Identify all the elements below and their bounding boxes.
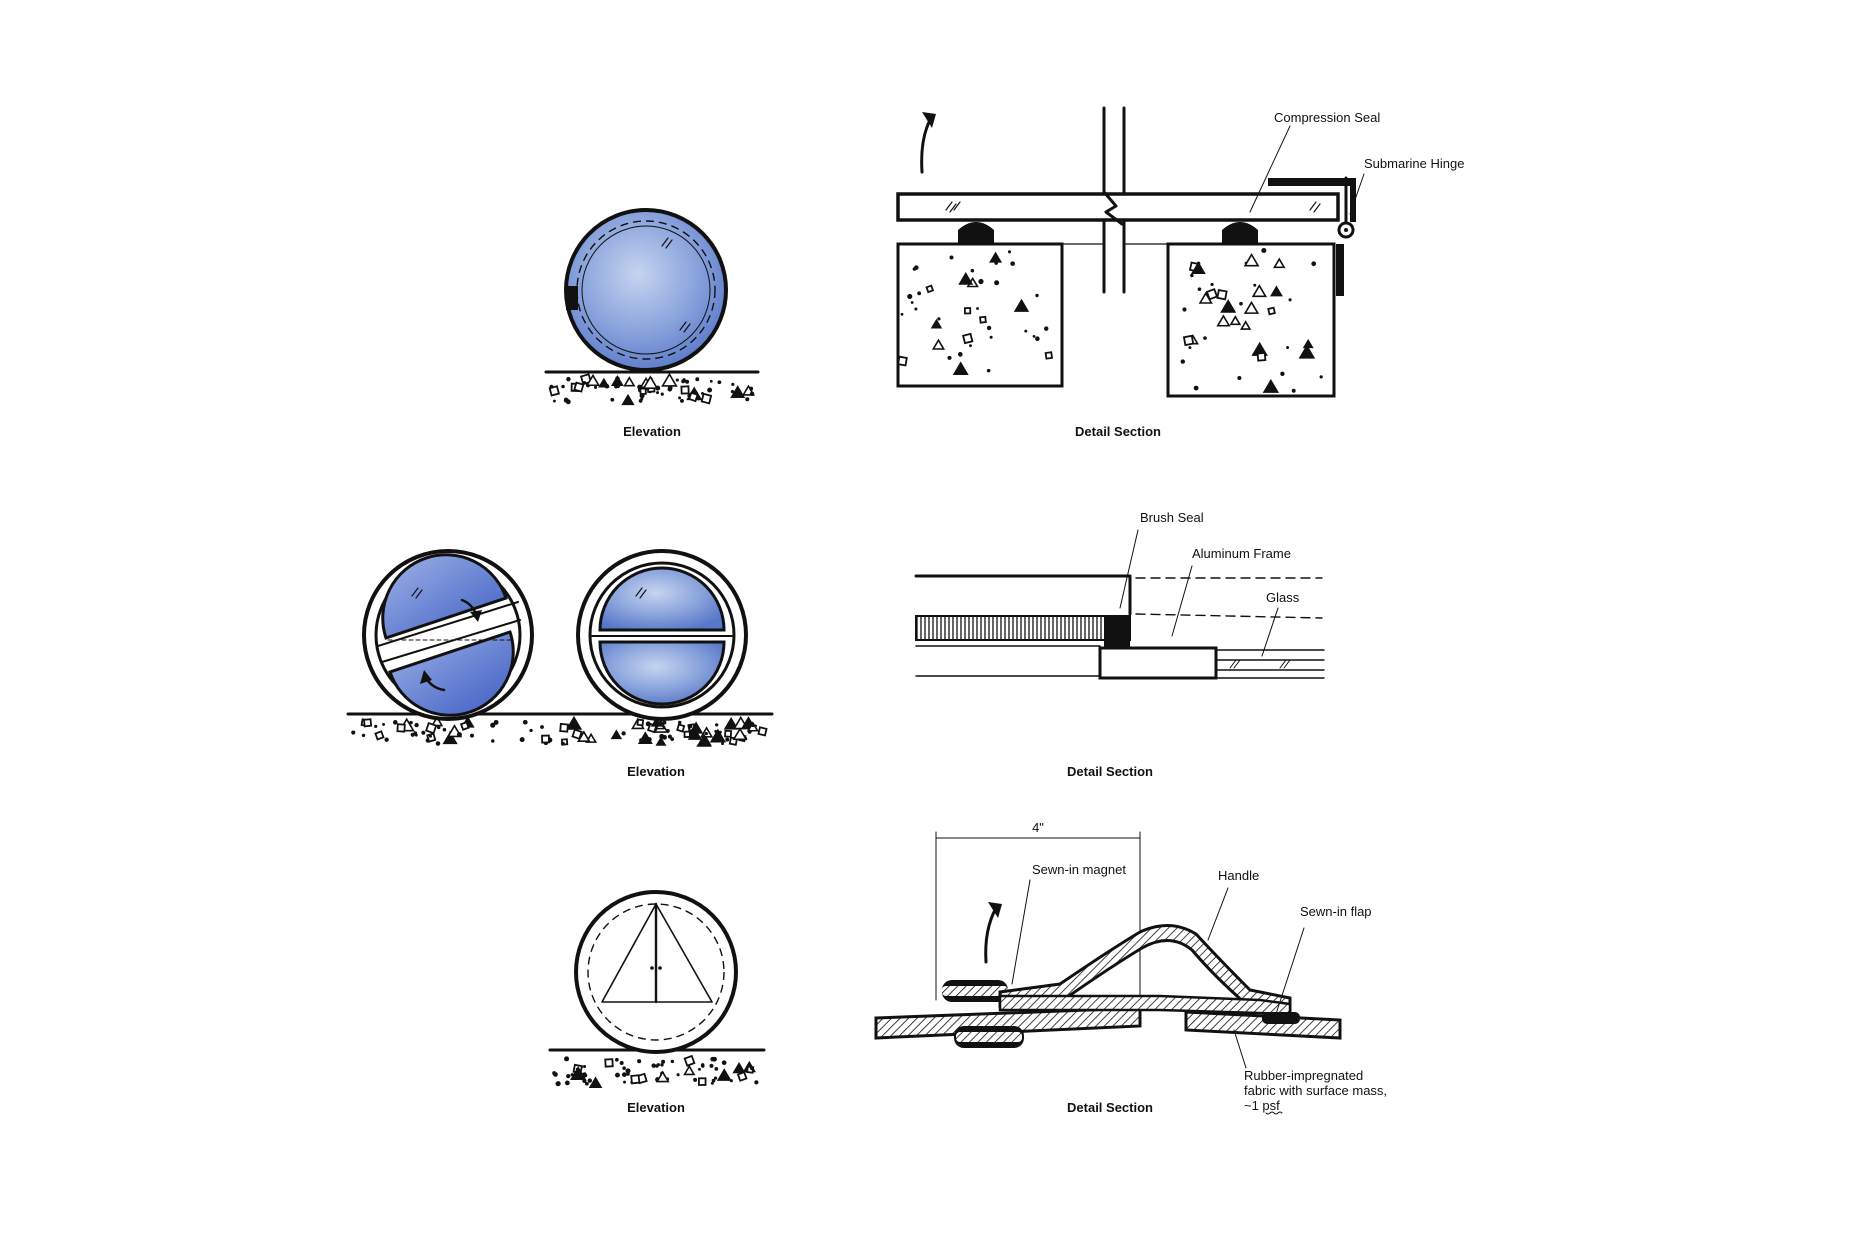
- submarine-hinge: [1268, 176, 1356, 296]
- label-sewn-in-flap: Sewn-in flap: [1300, 904, 1372, 919]
- ground-strip: [346, 712, 774, 747]
- caption-detail-section: Detail Section: [1075, 424, 1161, 439]
- concrete-stipple-icon: [897, 250, 1054, 376]
- label-aluminum-frame: Aluminum Frame: [1192, 546, 1291, 561]
- concrete-stipple-icon: [548, 372, 756, 406]
- row3-elevation: Elevation: [548, 890, 766, 1115]
- fabric-base-left: [874, 1006, 1142, 1040]
- label-submarine-hinge: Submarine Hinge: [1364, 156, 1464, 171]
- glass-tick-icon: [635, 587, 647, 599]
- sewn-in-flap: [1262, 1012, 1300, 1024]
- label-fabric-line1: Rubber-impregnated: [1244, 1068, 1363, 1083]
- label-compression-seal: Compression Seal: [1274, 110, 1380, 125]
- row2-detail-section: Brush Seal Aluminum Frame Glass Detail S…: [914, 510, 1325, 779]
- label-glass: Glass: [1266, 590, 1300, 605]
- split-rotating-door: [362, 549, 534, 721]
- concrete-block-left: [896, 242, 1064, 388]
- glass-leaf: [896, 190, 1340, 226]
- glass-tick-icon: [661, 237, 691, 333]
- glass-pane: [1215, 649, 1325, 679]
- row1-detail-section: Compression Seal Submarine Hinge Detail …: [896, 106, 1464, 439]
- aluminum-frame: [1098, 646, 1218, 680]
- brush-seal: [915, 615, 1131, 641]
- concrete-block-right: [1166, 242, 1336, 398]
- hinge-block: [566, 286, 578, 310]
- center-mullion: [1061, 106, 1169, 294]
- glass-tick-icon: [945, 201, 1321, 213]
- concrete-stipple-icon: [351, 715, 768, 747]
- fabric-door: [574, 890, 738, 1054]
- caption-detail-section: Detail Section: [1067, 764, 1153, 779]
- label-sewn-in-magnet: Sewn-in magnet: [1032, 862, 1126, 877]
- ground-strip: [544, 370, 760, 406]
- caption-elevation: Elevation: [627, 764, 685, 779]
- label-fabric-line3: ~1 psf: [1244, 1098, 1280, 1113]
- rotation-arrow-icon: [920, 112, 936, 174]
- caption-elevation: Elevation: [623, 424, 681, 439]
- ground-strip: [548, 1048, 766, 1089]
- round-glass-door: [564, 208, 728, 372]
- rotation-arrow-icon: [460, 598, 482, 622]
- caption-elevation: Elevation: [627, 1100, 685, 1115]
- glass-tick-icon: [411, 587, 423, 599]
- row2-elevation: Elevation: [346, 549, 774, 779]
- label-dimension: 4": [1032, 820, 1044, 835]
- compression-seal-right: [1222, 222, 1258, 244]
- rotation-arrow-icon: [420, 670, 446, 692]
- label-handle: Handle: [1218, 868, 1259, 883]
- label-fabric-line2: fabric with surface mass,: [1244, 1083, 1387, 1098]
- upper-frame: [914, 574, 1132, 616]
- concrete-stipple-icon: [552, 1054, 759, 1089]
- caption-detail-section: Detail Section: [1067, 1100, 1153, 1115]
- row1-elevation: Elevation: [544, 208, 760, 439]
- compression-seal-left: [958, 222, 994, 244]
- row3-detail-section: 4" Sewn-in magnet Handle Sewn-in flap Ru…: [874, 820, 1387, 1115]
- split-door-closed: [576, 549, 748, 721]
- concrete-stipple-icon: [1180, 247, 1323, 393]
- rotation-arrow-icon: [984, 902, 1002, 964]
- dimension-line: [935, 831, 1141, 1001]
- label-brush-seal: Brush Seal: [1140, 510, 1204, 525]
